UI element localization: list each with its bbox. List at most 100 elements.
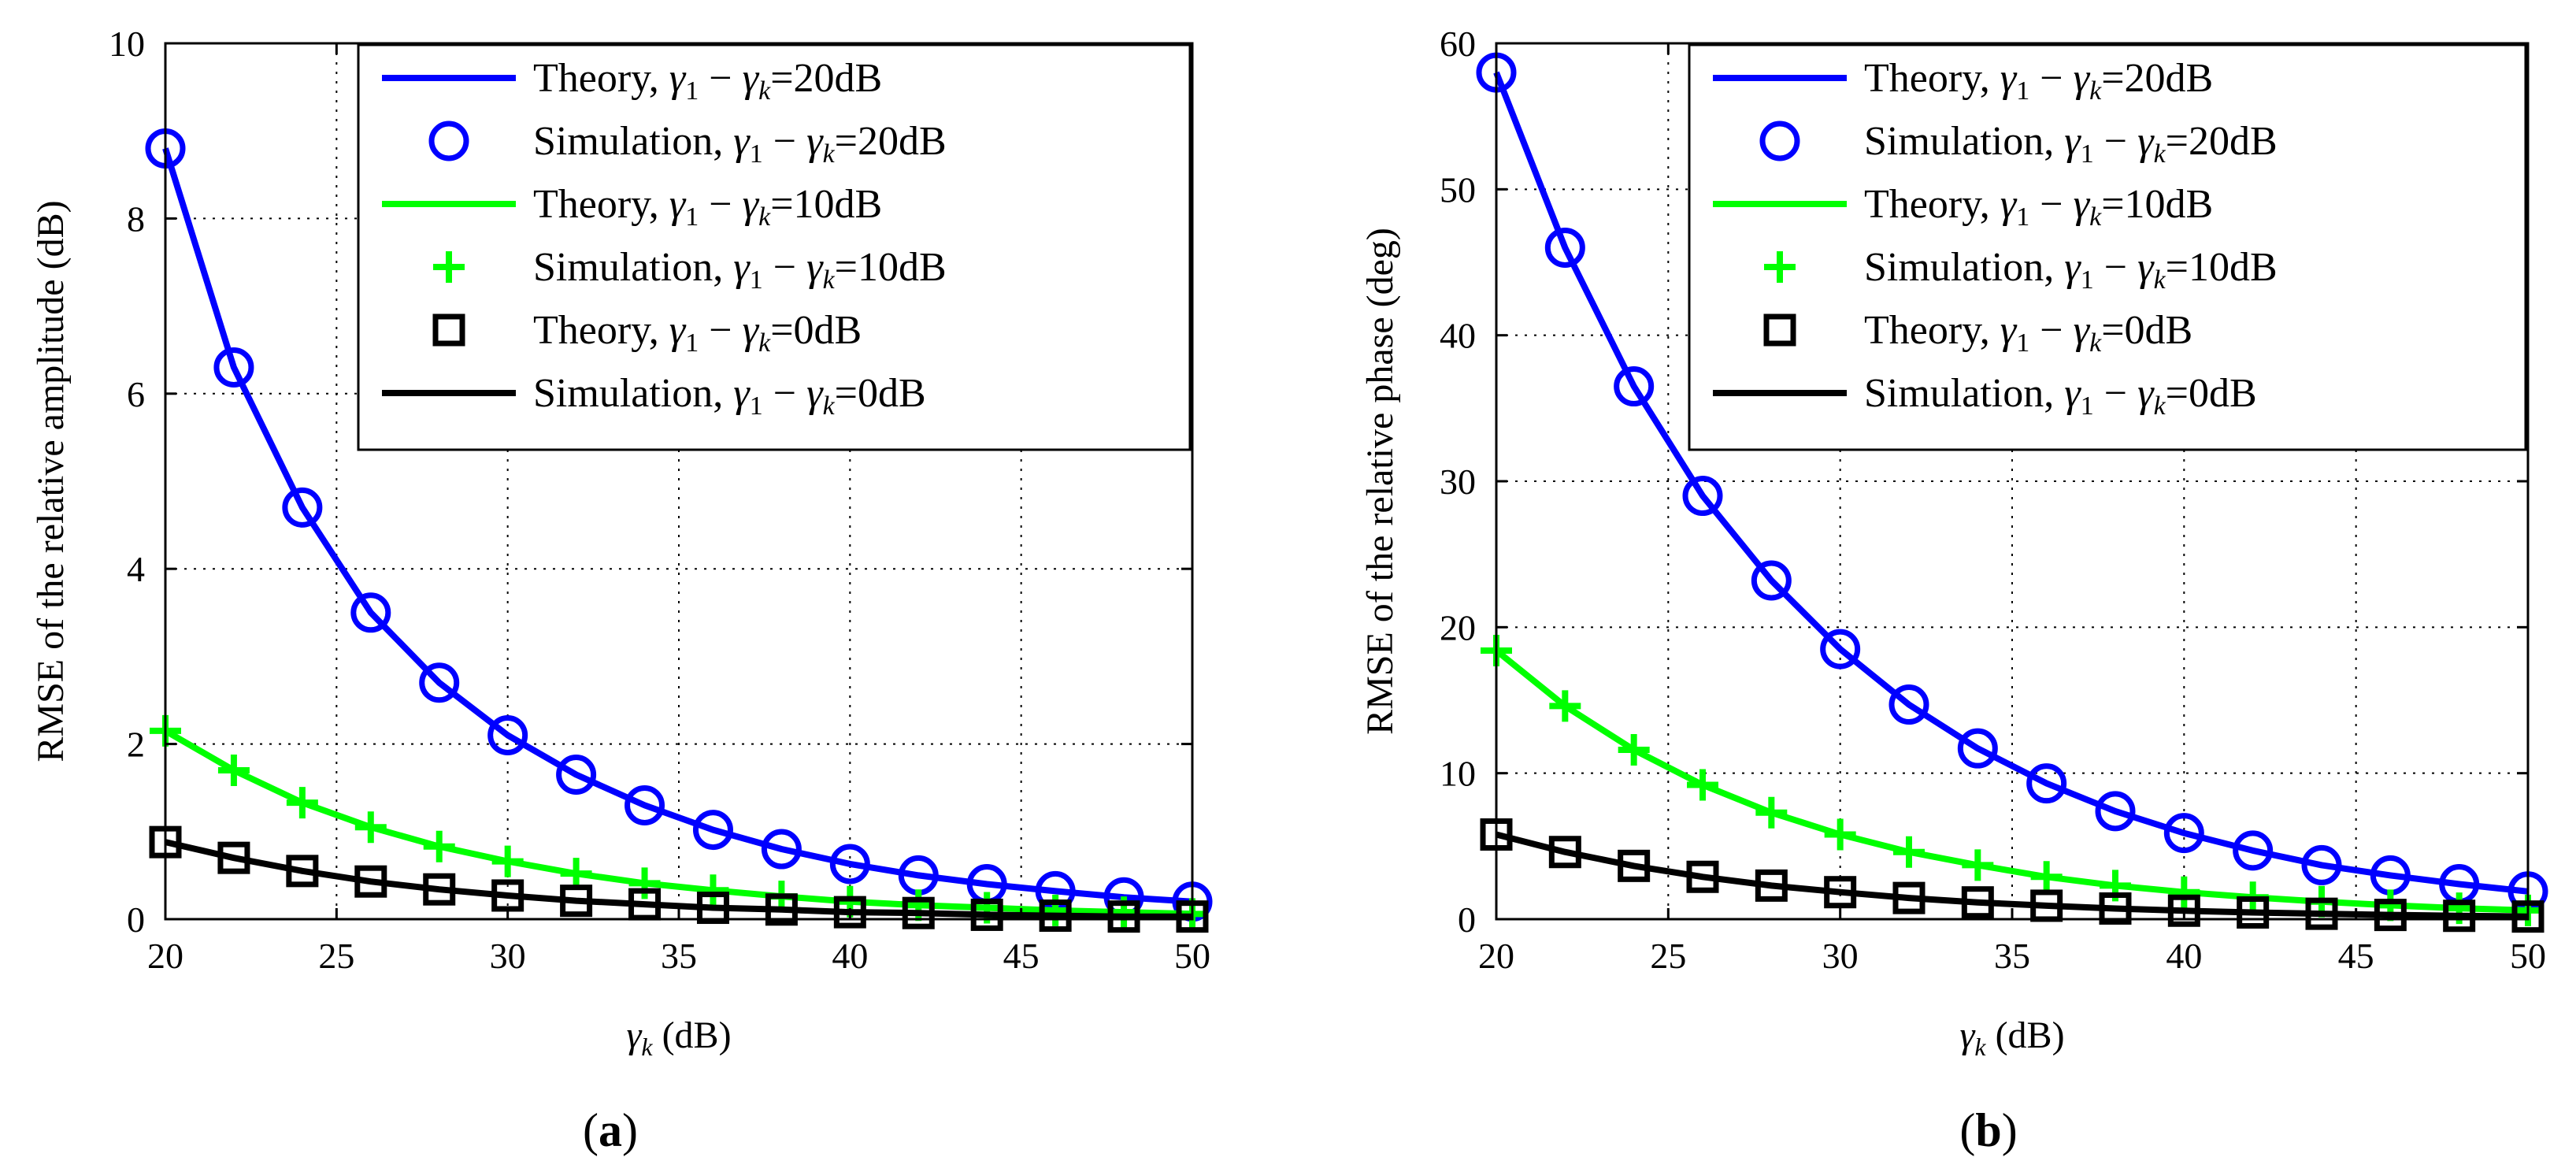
legend-label: Simulation, γ1 − γk=20dB <box>1864 119 2278 169</box>
data-point-plus <box>1618 734 1650 766</box>
data-point-plus <box>2168 876 2200 908</box>
data-point-plus <box>1755 796 1788 829</box>
x-axis-label: γk (dB) <box>1959 1014 2064 1061</box>
series-line-theory-1-k-20db <box>1493 71 2529 895</box>
y-axis-label: RMSE of the relative phase (deg) <box>1359 228 1401 735</box>
legend-label: Theory, γ1 − γk=10dB <box>533 182 882 232</box>
legend-marker-sample <box>1764 251 1796 283</box>
legend-marker-sample <box>428 121 469 161</box>
legend-entry: Simulation, γ1 − γk=10dB <box>1764 245 2278 295</box>
x-axis-label: γk (dB) <box>626 1014 731 1061</box>
x-tick-label: 20 <box>1478 936 1514 976</box>
tick-layer: 20 25 30 35 40 45 50 0 2 4 6 8 10 <box>109 24 1210 976</box>
legend-entry: Theory, γ1 − γk=10dB <box>382 182 882 232</box>
legend-marker-sample <box>1759 121 1800 161</box>
tick-layer: 20 25 30 35 40 45 50 0 10 20 30 40 50 60 <box>1440 24 2546 976</box>
caption-letter: b <box>1975 1104 2001 1156</box>
legend-entry: Simulation, γ1 − γk=10dB <box>433 245 947 295</box>
data-point-plus <box>354 811 387 844</box>
x-tick-label: 25 <box>1650 936 1686 976</box>
legend-box <box>1688 43 2527 451</box>
chart-panel-a: 20 25 30 35 40 45 50 0 2 4 6 8 10 γk (dB) RMSE of th… <box>30 24 1213 1156</box>
legend-label: Simulation, γ1 − γk=0dB <box>1864 371 2257 421</box>
data-point-circle <box>625 784 665 825</box>
data-point-plus <box>217 754 250 786</box>
data-point-circle <box>1682 476 1723 517</box>
data-point-plus <box>628 867 661 899</box>
x-tick-label: 40 <box>832 936 868 976</box>
data-point-circle <box>1888 684 1929 725</box>
legend-label: Theory, γ1 − γk=10dB <box>1864 182 2213 232</box>
y-tick-label: 4 <box>127 549 145 589</box>
data-point-circle <box>2233 830 2274 871</box>
gridlines <box>165 43 1192 919</box>
x-tick-label: 35 <box>661 936 697 976</box>
x-tick-label: 40 <box>2166 936 2202 976</box>
legend-marker-sample <box>432 313 465 347</box>
data-point-circle <box>2095 791 2136 832</box>
y-tick-label: 8 <box>127 198 145 239</box>
data-point-circle <box>1544 227 1585 268</box>
data-point-plus <box>491 845 524 877</box>
legend: Theory, γ1 − γk=20dB Simulation, γ1 − γk=… <box>1688 43 2527 451</box>
legend-entry: Theory, γ1 − γk=20dB <box>1713 56 2213 106</box>
data-point-plus <box>560 858 592 890</box>
x-tick-label: 50 <box>1174 936 1210 976</box>
y-axis-label: RMSE of the relative amplitude (dB) <box>30 200 72 762</box>
legend-label: Simulation, γ1 − γk=10dB <box>1864 245 2278 295</box>
legend-entry: Simulation, γ1 − γk=20dB <box>1759 119 2278 169</box>
data-point-circle <box>1820 629 1861 669</box>
y-tick-label: 60 <box>1440 24 1476 64</box>
legend-label: Simulation, γ1 − γk=10dB <box>533 245 947 295</box>
x-tick-label: 45 <box>1003 936 1040 976</box>
legend-box <box>357 43 1192 451</box>
data-point-circle <box>761 829 802 870</box>
data-point-circle <box>829 844 870 885</box>
x-tick-label: 20 <box>147 936 183 976</box>
data-point-plus <box>1824 818 1856 851</box>
x-tick-label: 30 <box>1822 936 1859 976</box>
legend-label: Theory, γ1 − γk=20dB <box>533 56 882 106</box>
data-point-circle <box>487 714 528 755</box>
y-tick-label: 30 <box>1440 462 1476 502</box>
legend-label: Theory, γ1 − γk=0dB <box>533 308 862 358</box>
data-point-circle <box>2301 844 2342 885</box>
legend: Theory, γ1 − γk=20dB Simulation, γ1 − γk=… <box>357 43 1192 451</box>
legend-entry: Simulation, γ1 − γk=0dB <box>1713 371 2257 421</box>
x-tick-label: 35 <box>1994 936 2030 976</box>
series-line-theory-1-k-10db <box>1494 647 2529 914</box>
data-point-circle <box>2163 813 2204 854</box>
legend-label: Simulation, γ1 − γk=20dB <box>533 119 947 169</box>
y-tick-label: 0 <box>1458 899 1476 940</box>
panel-caption: (b) <box>1959 1104 2017 1156</box>
data-point-circle <box>350 592 391 633</box>
y-tick-label: 10 <box>109 24 145 64</box>
legend-label: Theory, γ1 − γk=20dB <box>1864 56 2213 106</box>
y-tick-label: 50 <box>1440 169 1476 210</box>
legend-label: Theory, γ1 − γk=0dB <box>1864 308 2192 358</box>
chart-panel-b: 20 25 30 35 40 45 50 0 10 20 30 40 50 60 γk (dB) RMSE… <box>1359 24 2548 1156</box>
legend-entry: Simulation, γ1 − γk=0dB <box>382 371 926 421</box>
data-point-circle <box>692 810 733 851</box>
data-point-circle <box>1751 560 1792 601</box>
x-tick-label: 25 <box>318 936 354 976</box>
y-tick-label: 20 <box>1440 607 1476 647</box>
data-point-circle <box>1614 366 1655 407</box>
x-tick-label: 30 <box>490 936 526 976</box>
data-point-plus <box>286 787 318 819</box>
x-tick-label: 50 <box>2510 936 2546 976</box>
data-point-circle <box>556 755 597 796</box>
data-point-plus <box>1893 836 1925 868</box>
data-point-plus <box>423 830 455 862</box>
data-point-circle <box>419 662 460 703</box>
y-tick-label: 6 <box>127 374 145 414</box>
data-point-circle <box>1957 728 1998 769</box>
legend-marker-sample <box>433 251 465 283</box>
data-point-circle <box>282 487 323 528</box>
data-point-plus <box>697 874 729 907</box>
panel-caption: (a) <box>583 1104 638 1156</box>
data-point-plus <box>1549 690 1581 722</box>
data-point-circle <box>213 347 254 388</box>
series-line-theory-1-k-20db <box>162 147 1193 905</box>
data-point-plus <box>2030 861 2063 893</box>
